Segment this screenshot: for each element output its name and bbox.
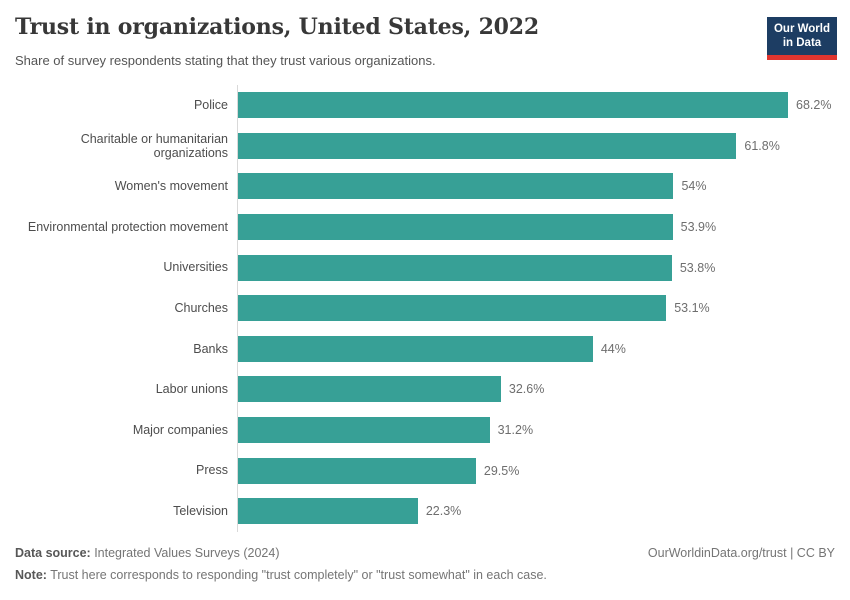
plot-area: 53.8% bbox=[237, 247, 835, 288]
bar-chart: Police 68.2% Charitable or humanitarian or… bbox=[15, 85, 835, 532]
chart-subtitle: Share of survey respondents stating that… bbox=[15, 53, 436, 68]
value-label: 22.3% bbox=[425, 504, 462, 519]
bar[interactable] bbox=[238, 254, 672, 281]
value-label: 53.1% bbox=[674, 301, 710, 316]
bar-row: Universities 53.8% bbox=[15, 247, 835, 288]
bar-row: Women's movement 54% bbox=[15, 166, 835, 207]
plot-area: 22.3% bbox=[237, 490, 835, 532]
bar[interactable] bbox=[238, 295, 667, 322]
bar[interactable] bbox=[238, 214, 673, 241]
plot-area: 54% bbox=[237, 166, 835, 207]
bar-row: Environmental protection movement 53.9% bbox=[15, 206, 835, 248]
value-label: 53.8% bbox=[679, 260, 716, 275]
bar[interactable] bbox=[238, 92, 788, 119]
plot-area: 53.9% bbox=[237, 206, 835, 248]
value-label: 31.2% bbox=[497, 423, 534, 438]
bar-row: Charitable or humanitarian organizations… bbox=[15, 125, 835, 167]
chart-rows: Police 68.2% Charitable or humanitarian or… bbox=[15, 85, 835, 532]
chart-footer: Data source: Integrated Values Surveys (… bbox=[15, 544, 835, 584]
bar-row: Television 22.3% bbox=[15, 490, 835, 532]
category-label: Police bbox=[193, 98, 228, 113]
plot-area: 32.6% bbox=[237, 369, 835, 410]
bar[interactable] bbox=[238, 132, 737, 159]
bar[interactable] bbox=[238, 335, 593, 362]
category-label: Universities bbox=[163, 260, 228, 275]
value-label: 44% bbox=[600, 341, 626, 356]
plot-area: 61.8% bbox=[237, 125, 835, 167]
owid-logo-line2: in Data bbox=[782, 37, 822, 50]
category-label: Labor unions bbox=[155, 382, 228, 397]
data-source-value: Integrated Values Surveys (2024) bbox=[90, 546, 280, 560]
bar-row: Press 29.5% bbox=[15, 450, 835, 491]
category-label: Major companies bbox=[132, 422, 228, 437]
note-label: Note: bbox=[15, 568, 47, 582]
value-label: 53.9% bbox=[680, 220, 717, 235]
bar-row: Major companies 31.2% bbox=[15, 409, 835, 451]
category-label: Banks bbox=[193, 341, 228, 356]
plot-area: 68.2% bbox=[237, 85, 835, 126]
page-title: Trust in organizations, United States, 2… bbox=[15, 14, 540, 40]
plot-area: 31.2% bbox=[237, 409, 835, 451]
bar-row: Labor unions 32.6% bbox=[15, 369, 835, 410]
owid-logo-line1: Our World bbox=[773, 23, 830, 35]
category-label: Television bbox=[173, 504, 228, 519]
category-label: Environmental protection movement bbox=[27, 219, 228, 234]
bar[interactable] bbox=[238, 173, 674, 200]
bar-row: Banks 44% bbox=[15, 328, 835, 370]
note-line: Note: Trust here corresponds to respondi… bbox=[15, 566, 835, 584]
value-label: 54% bbox=[681, 179, 707, 194]
data-source-line: Data source: Integrated Values Surveys (… bbox=[15, 544, 280, 562]
bar-row: Churches 53.1% bbox=[15, 287, 835, 329]
category-label: Charitable or humanitarian organizations bbox=[80, 131, 228, 160]
bar[interactable] bbox=[238, 498, 418, 525]
value-label: 61.8% bbox=[744, 138, 780, 153]
citation-link[interactable]: OurWorldinData.org/trust | CC BY bbox=[647, 546, 835, 560]
bar[interactable] bbox=[238, 417, 490, 444]
data-source-label: Data source: bbox=[15, 546, 91, 560]
owid-logo[interactable]: Our World in Data bbox=[767, 17, 837, 60]
category-label: Press bbox=[196, 463, 228, 478]
plot-area: 44% bbox=[237, 328, 835, 370]
value-label: 29.5% bbox=[483, 463, 520, 478]
category-label: Women's movement bbox=[114, 179, 228, 194]
plot-area: 29.5% bbox=[237, 450, 835, 491]
bar[interactable] bbox=[238, 376, 501, 403]
bar[interactable] bbox=[238, 457, 476, 484]
value-label: 68.2% bbox=[796, 98, 832, 113]
value-label: 32.6% bbox=[508, 382, 545, 397]
category-label: Churches bbox=[174, 301, 229, 316]
plot-area: 53.1% bbox=[237, 287, 835, 329]
note-value: Trust here corresponds to responding "tr… bbox=[46, 568, 547, 582]
bar-row: Police 68.2% bbox=[15, 85, 835, 126]
